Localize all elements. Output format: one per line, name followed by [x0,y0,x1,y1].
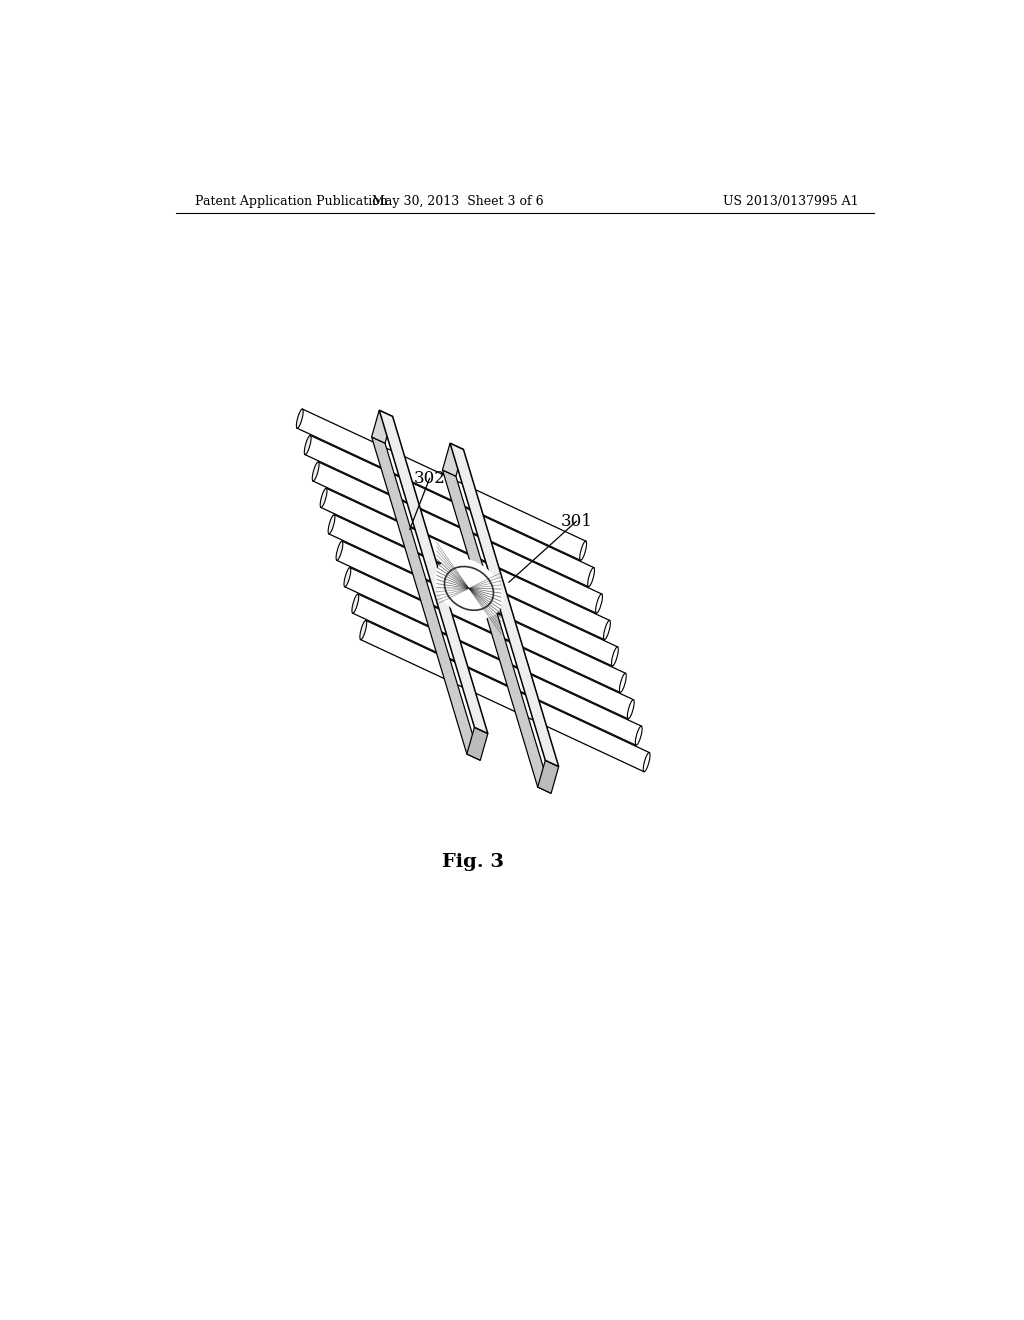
Polygon shape [329,515,617,667]
Polygon shape [337,541,626,693]
Ellipse shape [344,568,351,587]
Ellipse shape [620,673,627,693]
Ellipse shape [603,620,610,640]
Ellipse shape [359,620,367,640]
Ellipse shape [304,436,311,454]
Ellipse shape [328,515,335,533]
Polygon shape [360,620,649,772]
Ellipse shape [635,726,642,746]
Ellipse shape [628,700,634,719]
Text: Fig. 3: Fig. 3 [442,853,504,871]
Text: Patent Application Publication: Patent Application Publication [196,195,388,209]
Polygon shape [313,462,602,612]
Ellipse shape [611,647,618,667]
Polygon shape [538,760,559,793]
Polygon shape [372,411,392,444]
Polygon shape [379,411,487,734]
Polygon shape [297,409,586,560]
Ellipse shape [580,541,587,560]
Text: US 2013/0137995 A1: US 2013/0137995 A1 [723,195,859,209]
Polygon shape [442,444,464,477]
Polygon shape [305,436,594,586]
Ellipse shape [596,594,602,614]
Ellipse shape [588,568,595,586]
Text: May 30, 2013  Sheet 3 of 6: May 30, 2013 Sheet 3 of 6 [372,195,543,209]
Text: 301: 301 [560,512,592,529]
Text: 302: 302 [414,470,445,487]
Ellipse shape [434,558,504,619]
Polygon shape [451,444,559,767]
Ellipse shape [321,488,327,507]
Ellipse shape [643,752,650,772]
Ellipse shape [312,462,319,480]
Ellipse shape [352,594,358,614]
Ellipse shape [296,409,303,428]
Polygon shape [345,568,634,719]
Polygon shape [352,594,641,746]
Polygon shape [467,727,487,760]
Polygon shape [442,470,551,793]
Polygon shape [321,488,609,640]
Ellipse shape [336,541,343,561]
Polygon shape [372,437,480,760]
